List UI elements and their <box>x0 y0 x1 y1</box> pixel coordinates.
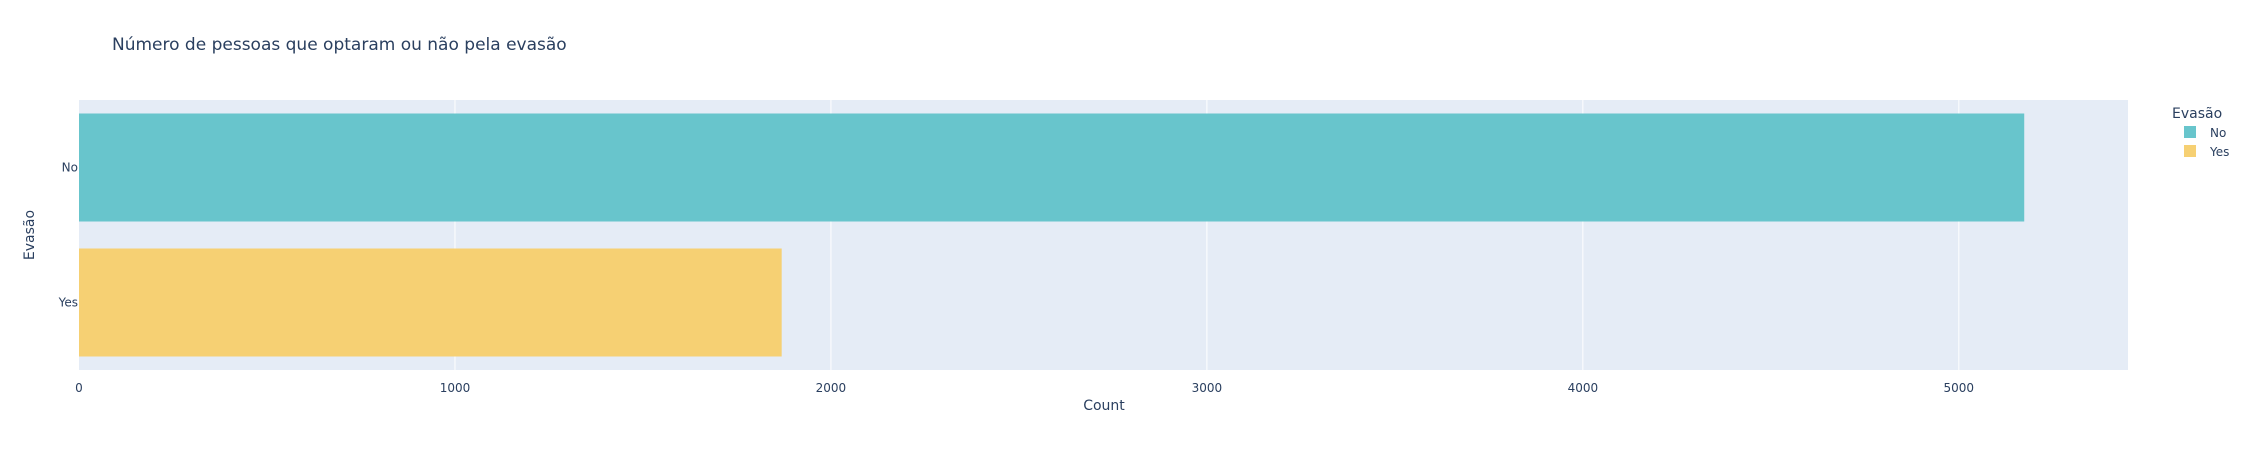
x-tick-label: 5000 <box>1944 381 1975 395</box>
legend-title: Evasão <box>2172 106 2222 122</box>
y-tick-label: Yes <box>58 296 78 310</box>
chart-title: Número de pessoas que optaram ou não pel… <box>112 35 567 55</box>
x-tick-label: 3000 <box>1192 381 1223 395</box>
x-tick-labels: 0 1000 2000 3000 4000 5000 <box>75 381 1974 395</box>
legend-swatch[interactable] <box>2184 145 2196 157</box>
legend-swatch[interactable] <box>2184 126 2196 138</box>
y-axis-title: Evasão <box>22 210 38 260</box>
legend-label[interactable]: Yes <box>2209 145 2229 159</box>
x-tick-label: 1000 <box>440 381 471 395</box>
x-tick-label: 4000 <box>1568 381 1599 395</box>
legend: Evasão No Yes <box>2172 106 2229 159</box>
legend-items: No Yes <box>2184 126 2229 159</box>
legend-label[interactable]: No <box>2210 126 2226 140</box>
bars <box>79 113 2025 357</box>
y-tick-label: No <box>62 161 78 175</box>
x-axis-title: Count <box>1083 398 1125 414</box>
x-tick-label: 2000 <box>816 381 847 395</box>
y-tick-labels: No Yes <box>58 161 78 310</box>
bar-yes[interactable] <box>79 248 782 357</box>
bar-no[interactable] <box>79 113 2025 222</box>
x-tick-label: 0 <box>75 381 83 395</box>
